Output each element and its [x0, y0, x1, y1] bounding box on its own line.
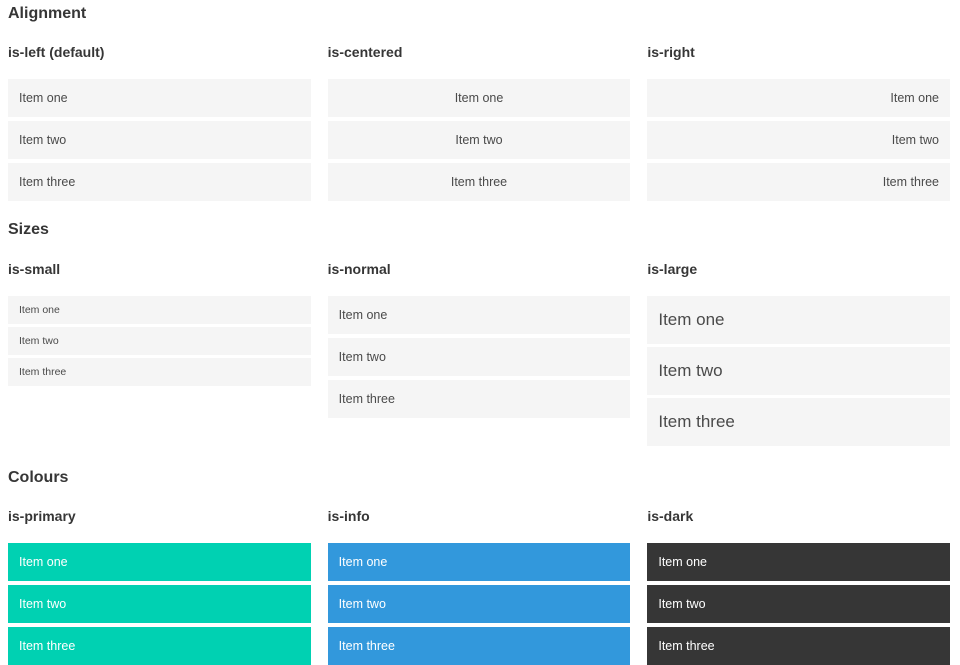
section-sizes: Sizes is-small Item one Item two Item th…	[8, 221, 951, 449]
list-item[interactable]: Item one	[327, 79, 631, 118]
item-list-small: Item one Item two Item three	[8, 295, 311, 386]
list-item[interactable]: Item one	[8, 295, 311, 324]
demo-column-is-normal: is-normal Item one Item two Item three	[327, 260, 631, 418]
list-item[interactable]: Item two	[647, 346, 951, 395]
item-list-right: Item one Item two Item three	[647, 79, 951, 202]
item-list-centered: Item one Item two Item three	[327, 79, 631, 202]
item-list-left: Item one Item two Item three	[8, 79, 311, 202]
item-list-info: Item one Item two Item three	[327, 543, 631, 665]
list-item[interactable]: Item three	[327, 627, 631, 665]
list-item[interactable]: Item one	[327, 543, 631, 582]
section-title: Alignment	[8, 5, 87, 22]
list-item[interactable]: Item two	[327, 337, 631, 376]
list-item[interactable]: Item two	[327, 121, 631, 160]
list-item[interactable]: Item three	[647, 397, 951, 446]
section-title: Sizes	[8, 221, 49, 239]
list-item[interactable]: Item three	[647, 163, 951, 202]
colours-columns: is-primary Item one Item two Item three …	[8, 508, 951, 665]
list-item[interactable]: Item one	[327, 295, 631, 334]
list-item[interactable]: Item two	[327, 585, 631, 624]
variant-label: is-left (default)	[8, 44, 105, 61]
item-list-dark: Item one Item two Item three	[647, 543, 951, 665]
demo-column-is-small: is-small Item one Item two Item three	[8, 261, 311, 389]
demo-column-is-centered: is-centered Item one Item two Item three	[327, 44, 631, 202]
demo-column-is-large: is-large Item one Item two Item three	[647, 260, 951, 449]
section-title: Colours	[8, 468, 69, 486]
item-list-normal: Item one Item two Item three	[327, 295, 631, 418]
list-item[interactable]: Item one	[647, 79, 951, 118]
variant-label: is-normal	[327, 260, 391, 277]
section-alignment: Alignment is-left (default) Item one Ite…	[8, 5, 951, 202]
demo-column-is-left: is-left (default) Item one Item two Item…	[8, 44, 311, 202]
list-item[interactable]: Item three	[8, 627, 311, 665]
variant-label: is-centered	[327, 44, 403, 61]
variant-label: is-small	[8, 260, 61, 277]
demo-column-is-dark: is-dark Item one Item two Item three	[647, 508, 951, 665]
item-list-primary: Item one Item two Item three	[8, 543, 311, 665]
variant-label: is-right	[647, 44, 695, 61]
section-colours: Colours is-primary Item one Item two Ite…	[8, 468, 951, 665]
variant-label: is-dark	[647, 508, 694, 525]
item-list-large: Item one Item two Item three	[647, 295, 951, 446]
list-item[interactable]: Item one	[647, 543, 951, 582]
demo-column-is-primary: is-primary Item one Item two Item three	[8, 508, 311, 665]
variant-label: is-large	[647, 260, 698, 277]
list-item[interactable]: Item two	[647, 585, 951, 624]
component-demo-page: Alignment is-left (default) Item one Ite…	[8, 5, 951, 665]
list-item[interactable]: Item three	[327, 163, 631, 202]
demo-column-is-right: is-right Item one Item two Item three	[647, 44, 951, 202]
list-item[interactable]: Item three	[8, 163, 311, 202]
alignment-columns: is-left (default) Item one Item two Item…	[8, 44, 951, 202]
variant-label: is-info	[327, 508, 370, 525]
list-item[interactable]: Item two	[647, 121, 951, 160]
list-item[interactable]: Item two	[8, 326, 311, 355]
sizes-columns: is-small Item one Item two Item three is…	[8, 260, 951, 449]
list-item[interactable]: Item three	[8, 357, 311, 386]
list-item[interactable]: Item one	[647, 295, 951, 344]
list-item[interactable]: Item three	[327, 379, 631, 418]
demo-column-is-info: is-info Item one Item two Item three	[327, 508, 631, 665]
list-item[interactable]: Item one	[8, 543, 311, 582]
list-item[interactable]: Item two	[8, 585, 311, 624]
list-item[interactable]: Item three	[647, 627, 951, 665]
variant-label: is-primary	[8, 508, 76, 525]
list-item[interactable]: Item one	[8, 79, 311, 118]
list-item[interactable]: Item two	[8, 121, 311, 160]
